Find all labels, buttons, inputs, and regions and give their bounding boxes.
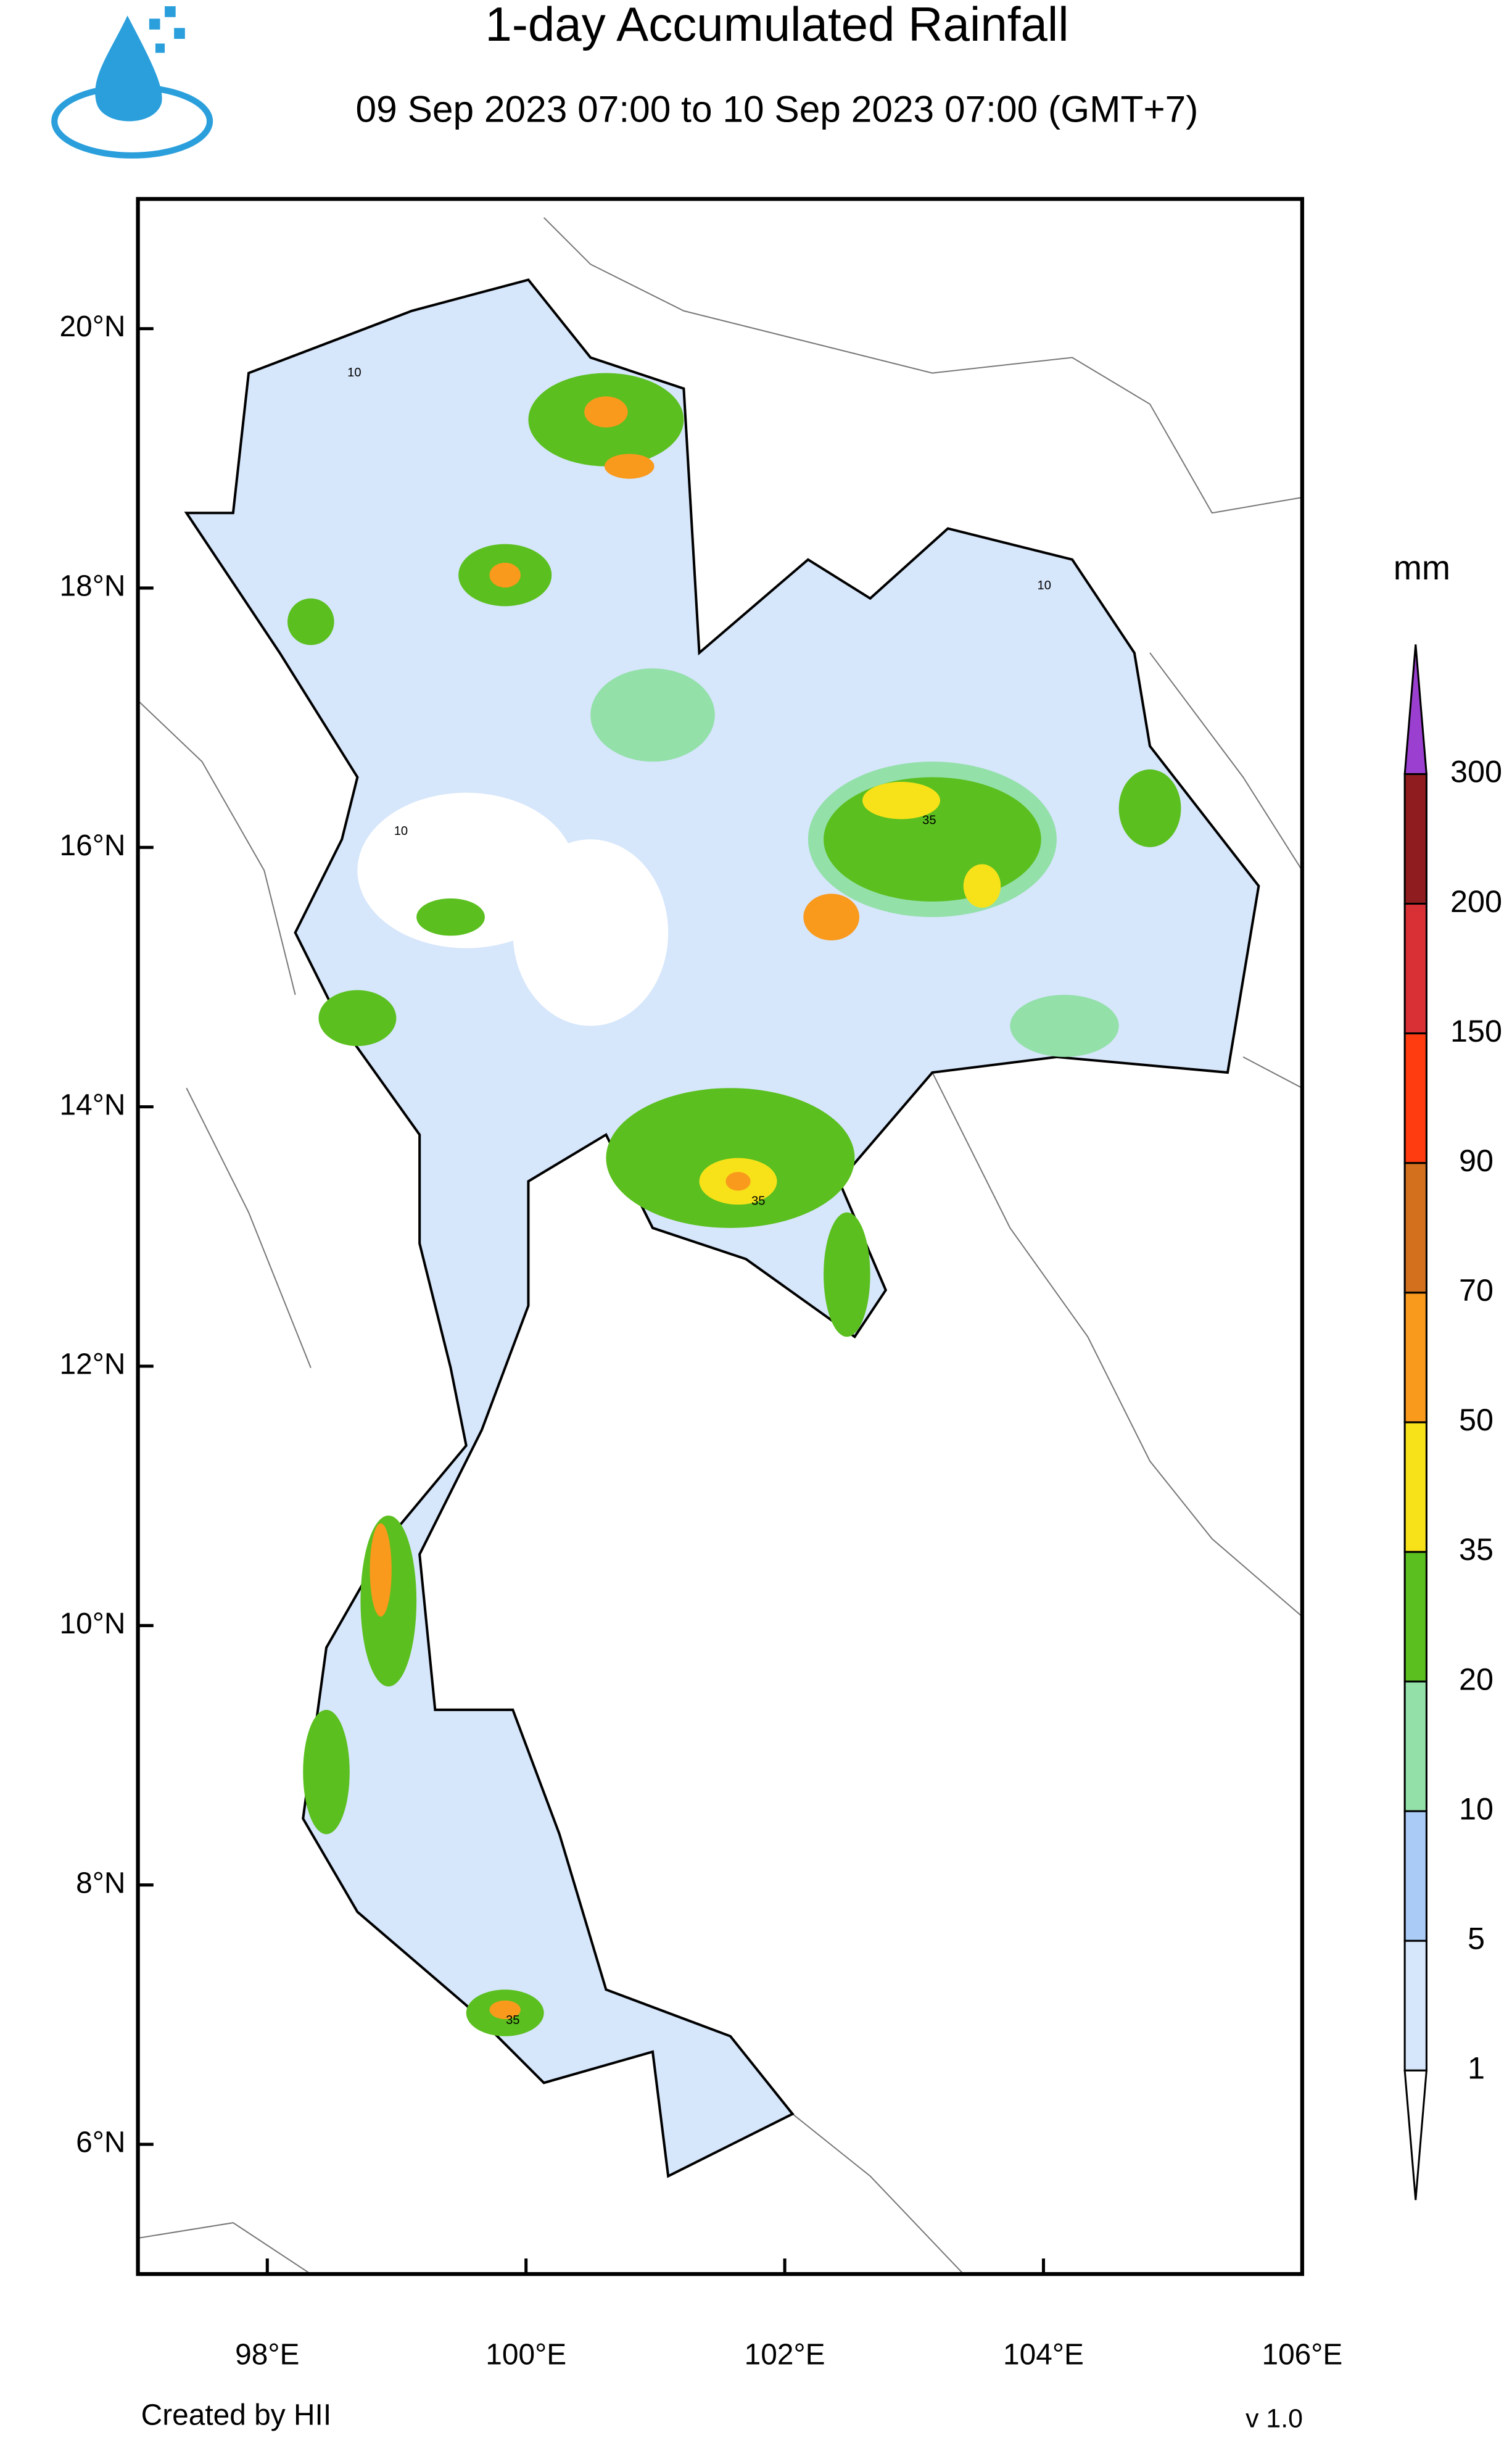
- contour-label: 35: [506, 2014, 519, 2027]
- y-tick-label: 10°N: [60, 1607, 126, 1640]
- rain-areas: [287, 373, 1181, 2036]
- colorbar-over: [1403, 644, 1428, 775]
- y-tick-label: 8°N: [76, 1867, 125, 1899]
- y-tick-label: 14°N: [60, 1089, 126, 1121]
- colorbar-box: [1403, 1680, 1427, 1812]
- x-tick-label: 106°E: [1262, 2338, 1342, 2371]
- colorbar-label: 300: [1450, 754, 1502, 789]
- logo: [51, 6, 213, 159]
- contour-label: 10: [394, 824, 408, 838]
- colorbar-box: [1403, 1162, 1427, 1294]
- neighbor-borders: [138, 217, 1302, 2275]
- colorbar-box: [1403, 902, 1427, 1035]
- x-tick-label: 104°E: [1003, 2338, 1084, 2371]
- colorbar-box: [1403, 1421, 1427, 1553]
- contour-label: 10: [347, 366, 361, 380]
- contour-label: 10: [1038, 579, 1051, 592]
- x-tick-label: 98°E: [235, 2338, 299, 2371]
- colorbar-label: 70: [1459, 1272, 1493, 1308]
- subtitle: 09 Sep 2023 07:00 to 10 Sep 2023 07:00 (…: [356, 88, 1199, 130]
- colorbar-unit: mm: [1394, 549, 1450, 587]
- colorbar-label: 20: [1459, 1661, 1493, 1696]
- x-tick-label: 102°E: [745, 2338, 825, 2371]
- colorbar-label: 90: [1459, 1143, 1493, 1178]
- title: 1-day Accumulated Rainfall: [485, 0, 1068, 51]
- map-frame: [136, 197, 1305, 2276]
- version: v 1.0: [1246, 2404, 1303, 2433]
- colorbar-label: 10: [1459, 1791, 1493, 1826]
- colorbar-box: [1403, 1551, 1427, 1683]
- y-tick-label: 6°N: [76, 2126, 125, 2159]
- colorbar-box: [1403, 1939, 1427, 2072]
- colorbar-label: 150: [1450, 1013, 1502, 1048]
- colorbar-label: 200: [1450, 884, 1502, 919]
- y-tick-label: 16°N: [60, 829, 126, 862]
- credit: Created by HII: [141, 2399, 331, 2432]
- contour-label: 35: [751, 1194, 765, 1208]
- thailand-outline: [184, 278, 1260, 2178]
- x-tick-label: 100°E: [485, 2338, 566, 2371]
- colorbar-box: [1403, 1810, 1427, 1942]
- colorbar-box: [1403, 773, 1427, 905]
- colorbar-box: [1403, 1032, 1427, 1164]
- colorbar-label: 50: [1459, 1402, 1493, 1437]
- y-tick-label: 18°N: [60, 570, 126, 603]
- contour-label: 35: [922, 813, 936, 827]
- colorbar-under: [1403, 2069, 1428, 2200]
- colorbar-box: [1403, 1292, 1427, 1424]
- y-tick-label: 12°N: [60, 1348, 126, 1381]
- y-tick-label: 20°N: [60, 310, 126, 343]
- map-area: 10 10 35 35 10 35: [138, 217, 1302, 2275]
- colorbar-label: 5: [1468, 1920, 1485, 1956]
- colorbar-label: 35: [1459, 1532, 1493, 1567]
- colorbar-label: 1: [1468, 2051, 1485, 2086]
